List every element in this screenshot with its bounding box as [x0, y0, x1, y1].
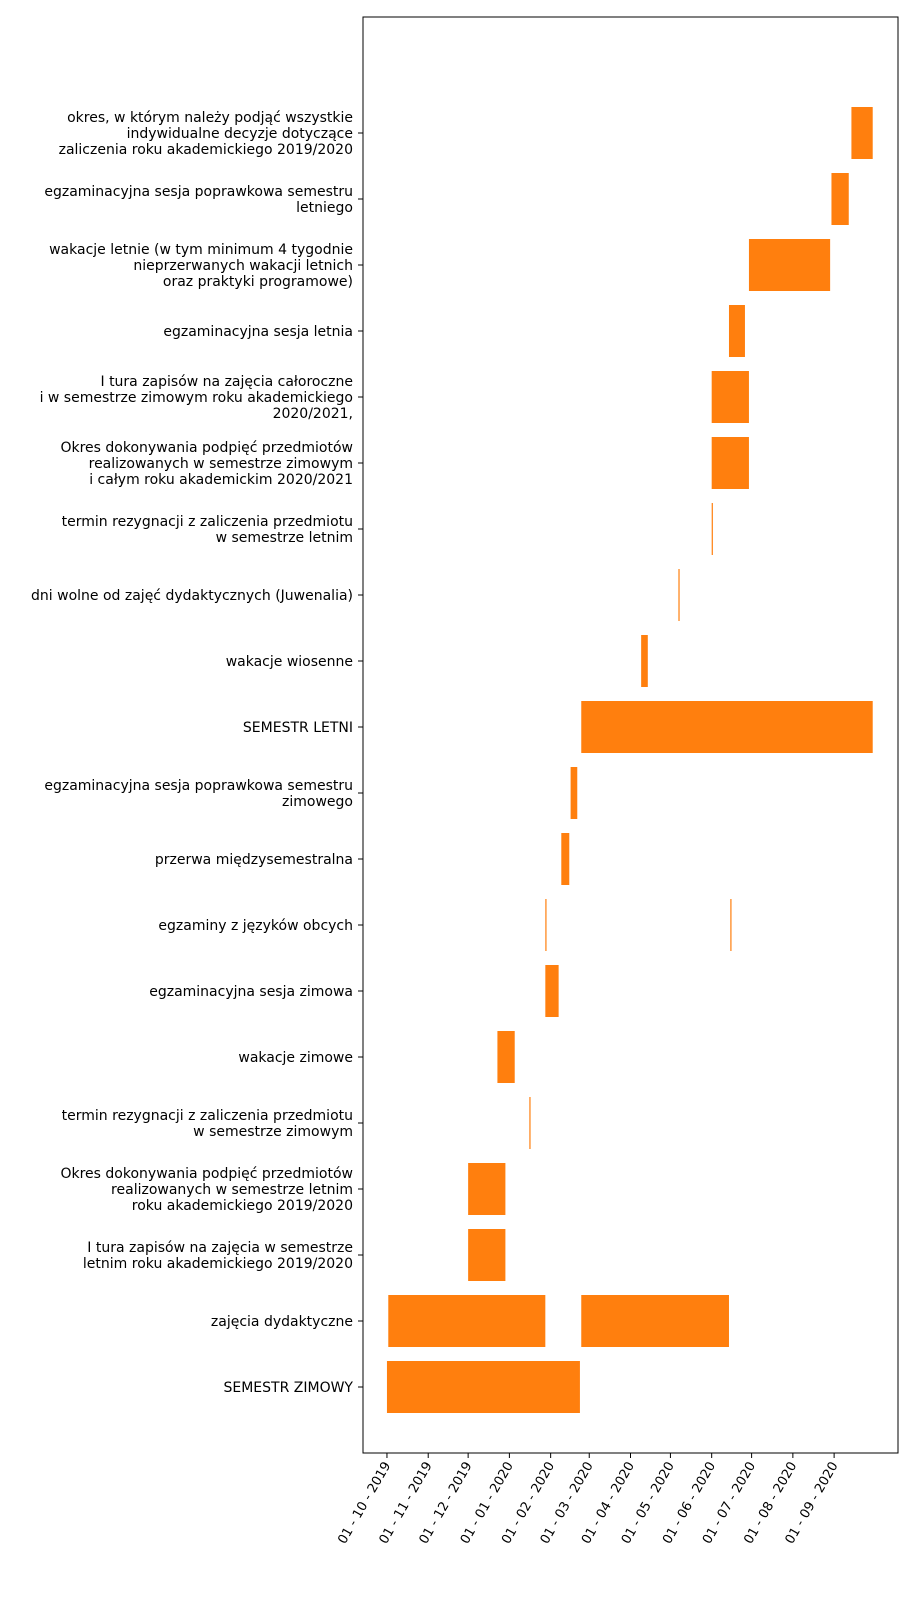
y-tick-label: Okres dokonywania podpięć przedmiotów rea… — [60, 440, 353, 488]
y-tick-label: przerwa międzysemestralna — [155, 852, 353, 868]
y-tick-label: I tura zapisów na zajęcia w semestrze let… — [83, 1240, 353, 1272]
bar — [581, 1295, 729, 1347]
bars-layer — [386, 107, 873, 1413]
bar — [529, 1097, 531, 1149]
bar — [748, 239, 831, 291]
y-tick-label: egzaminacyjna sesja poprawkowa semestru z… — [44, 778, 353, 810]
bar — [641, 635, 648, 687]
plot-frame — [362, 16, 899, 1454]
bar — [468, 1229, 506, 1281]
y-axis-labels: SEMESTR ZIMOWY zajęcia dydaktyczne I tura … — [31, 110, 363, 1396]
y-tick-label: okres, w którym należy podjąć wszystkie i… — [59, 110, 353, 158]
y-tick-label: egzaminacyjna sesja letnia — [163, 324, 353, 340]
bar — [570, 767, 578, 819]
y-tick-label: Okres dokonywania podpięć przedmiotów rea… — [60, 1166, 353, 1214]
bar — [711, 437, 749, 489]
bar — [545, 965, 559, 1017]
bar — [678, 569, 680, 621]
bar — [545, 899, 547, 951]
bar — [728, 305, 745, 357]
bar — [851, 107, 873, 159]
bar — [468, 1163, 506, 1215]
bar — [730, 899, 732, 951]
y-tick-label: egzaminy z języków obcych — [158, 918, 353, 934]
bar — [386, 1361, 580, 1413]
bar — [711, 371, 749, 423]
y-tick-label: wakacje letnie (w tym minimum 4 tygodnie… — [49, 242, 353, 290]
y-tick-label: zajęcia dydaktyczne — [211, 1314, 353, 1330]
bar — [497, 1031, 515, 1083]
y-tick-label: I tura zapisów na zajęcia całoroczne i w … — [40, 374, 353, 422]
y-tick-label: egzaminacyjna sesja poprawkowa semestru l… — [44, 184, 353, 216]
bar — [711, 503, 713, 555]
y-tick-label: egzaminacyjna sesja zimowa — [149, 984, 353, 1000]
y-tick-label: SEMESTR LETNI — [243, 720, 353, 736]
y-tick-label: wakacje zimowe — [238, 1050, 353, 1066]
bar — [388, 1295, 546, 1347]
y-tick-label: dni wolne od zajęć dydaktycznych (Juwena… — [31, 588, 353, 604]
bar — [581, 701, 873, 753]
bar — [831, 173, 849, 225]
bar — [561, 833, 570, 885]
y-tick-label: SEMESTR ZIMOWY — [224, 1380, 354, 1396]
y-tick-label: termin rezygnacji z zaliczenia przedmiot… — [62, 514, 353, 546]
y-tick-label: wakacje wiosenne — [226, 654, 353, 670]
y-tick-label: termin rezygnacji z zaliczenia przedmiot… — [62, 1108, 353, 1140]
